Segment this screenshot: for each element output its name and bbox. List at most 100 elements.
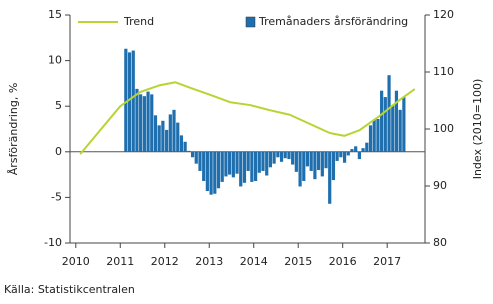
legend-label: Tremånaders årsförändring [258,15,408,28]
bar [372,119,376,152]
bar [398,109,402,152]
y-tick-label: 0 [55,145,62,158]
bar [283,151,287,159]
bar [298,151,302,187]
bar [161,120,165,152]
bar [391,105,395,152]
x-tick-label: 2014 [240,255,268,268]
bar [328,151,332,204]
bar [276,151,280,158]
bar [309,151,313,171]
bar [265,151,269,176]
bar [354,146,358,152]
bar [228,151,232,175]
y2-tick-label: 110 [433,65,454,78]
bar [279,151,284,162]
bar [187,150,191,152]
bar [339,151,343,158]
bar [202,151,206,181]
source: Källa: Statistikcentralen [4,283,135,296]
bar [235,151,239,174]
y2-tick-label: 100 [433,122,454,135]
y-tick-label: -10 [44,236,62,249]
bar [172,109,176,152]
y-axis-label: Årsförändring, % [7,83,20,176]
y-tick-label: -5 [51,190,62,203]
x-tick-label: 2017 [373,255,401,268]
bar [250,151,254,182]
bar [205,151,209,192]
bar [213,151,217,194]
bar [224,151,228,177]
bar [179,135,184,152]
bar [305,151,310,167]
bar [261,151,265,171]
bar [383,97,387,152]
bar [324,151,328,169]
x-tick-label: 2010 [62,255,90,268]
bar [331,151,336,181]
bar [302,151,306,181]
legend-label: Trend [123,15,154,28]
bar [194,151,198,164]
bar [335,151,339,161]
bar [253,151,258,181]
bar [287,151,291,160]
bar [146,91,150,152]
bar [387,75,391,152]
bar [291,151,295,165]
bar [176,122,180,152]
trend-line [79,81,416,155]
bar [294,151,298,172]
bar [257,151,261,173]
bar [183,141,187,152]
bar [216,151,221,189]
bar [239,151,243,187]
bar [209,151,213,195]
bar [231,151,235,178]
bar [150,94,154,152]
bar [380,90,384,152]
y-tick-label: 5 [55,99,62,112]
bar [402,97,406,152]
bar [139,94,143,152]
y-tick-label: 10 [48,54,62,67]
bar [361,148,365,152]
bar [272,151,276,164]
bar [313,151,317,180]
bar [320,151,324,177]
x-tick-label: 2015 [284,255,312,268]
y-tick-label: 15 [48,8,62,21]
bar [153,115,158,152]
bar [376,118,380,152]
bar [142,96,146,152]
bar [342,151,347,163]
bar [127,52,132,152]
x-tick-label: 2011 [106,255,134,268]
bar [246,151,250,171]
bar [357,151,361,160]
x-tick-label: 2013 [195,255,223,268]
y2-tick-label: 80 [433,236,447,249]
legend-swatch [245,16,256,28]
bar [220,151,224,182]
bar [135,88,139,152]
bar [346,151,350,156]
bar [242,151,247,183]
bar [394,90,399,152]
x-tick-label: 2012 [151,255,179,268]
x-tick-label: 2016 [329,255,357,268]
bar [268,151,273,168]
bar [350,149,354,152]
bar [168,114,172,152]
y2-tick-label: 90 [433,179,447,192]
bar [365,142,369,152]
bar [368,125,373,152]
bar [165,129,169,152]
bar [131,50,135,152]
bar [124,48,128,152]
bar [157,125,161,152]
y2-tick-label: 120 [433,8,454,21]
bar [190,151,195,158]
